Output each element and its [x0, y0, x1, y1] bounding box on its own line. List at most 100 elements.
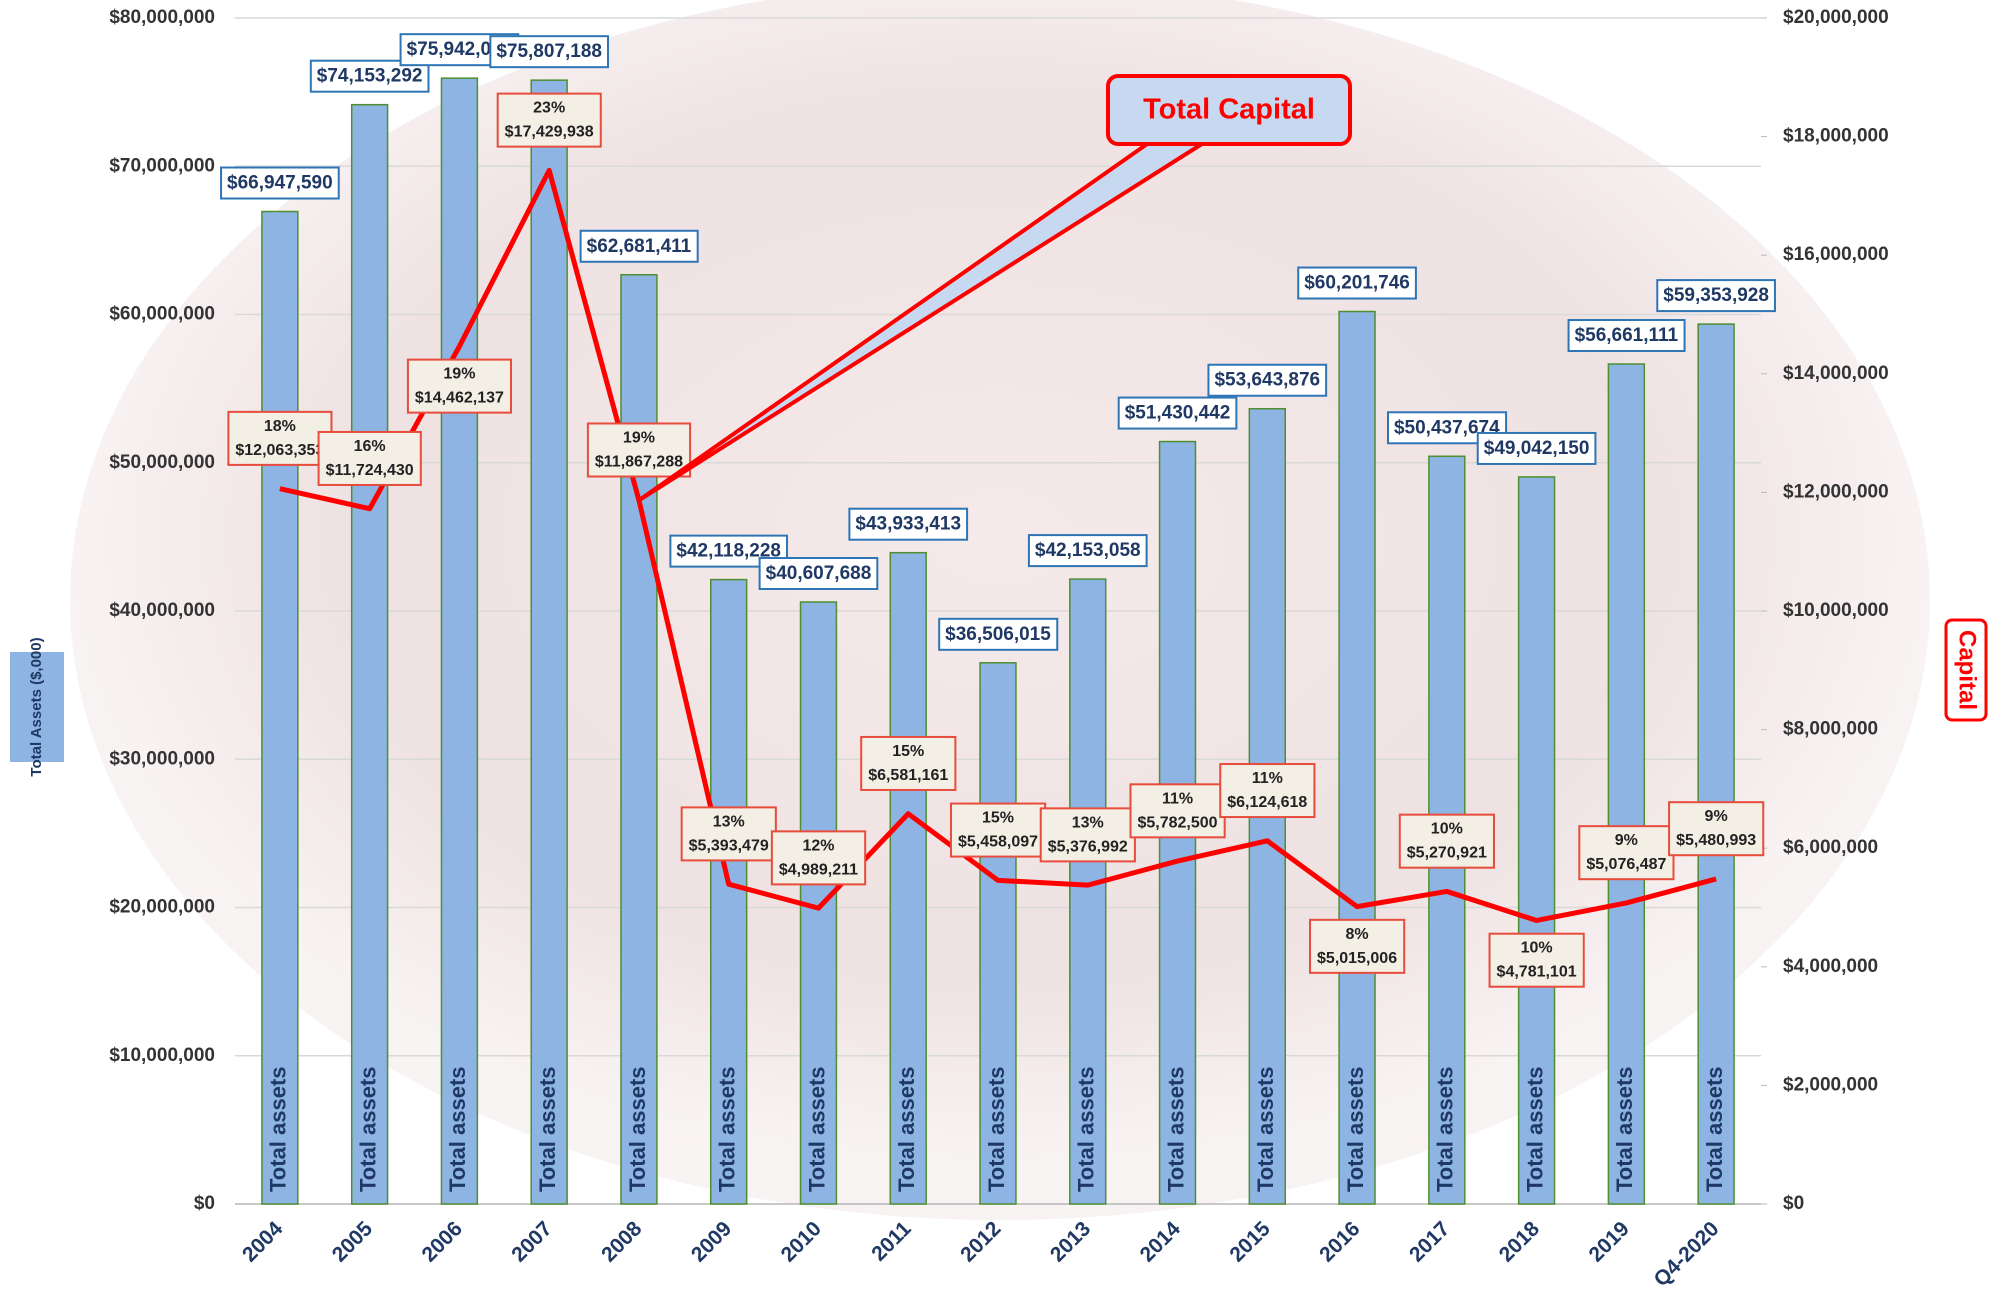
bar-value-label: $53,643,876 — [1214, 370, 1320, 391]
bar-value-label: $62,681,411 — [587, 236, 692, 257]
callout-text: Total Capital — [1143, 94, 1315, 126]
x-tick-label: 2010 — [777, 1217, 826, 1266]
x-tick-label: 2008 — [597, 1217, 647, 1267]
capital-percent-label: 23% — [533, 100, 565, 117]
y2-tick-label: $10,000,000 — [1783, 600, 1889, 621]
bar-series-label: Total assets — [894, 1066, 919, 1192]
capital-percent-label: 10% — [1521, 940, 1553, 957]
chart: Total Assets ($,000) Capital $0 $10,000,0… — [0, 0, 1994, 1311]
x-tick-label: 2012 — [956, 1217, 1005, 1266]
bar-series-label: Total assets — [1163, 1066, 1188, 1192]
capital-percent-label: 19% — [443, 366, 475, 383]
bar-series-label: Total assets — [804, 1066, 829, 1192]
capital-percent-label: 12% — [802, 837, 834, 854]
capital-value-label: $4,989,211 — [779, 861, 858, 878]
x-tick-label: 2019 — [1585, 1217, 1634, 1266]
x-tick-label: 2014 — [1136, 1217, 1186, 1267]
bar-series-label: Total assets — [1702, 1066, 1727, 1192]
y2-tick-label: $16,000,000 — [1783, 244, 1889, 265]
bar-series-label: Total assets — [445, 1066, 470, 1192]
bar-value-label: $36,506,015 — [945, 624, 1051, 645]
bar — [531, 80, 567, 1204]
y-tick-label: $60,000,000 — [109, 304, 215, 325]
y2-tick-label: $6,000,000 — [1783, 837, 1878, 858]
bar — [352, 105, 388, 1204]
capital-percent-label: 8% — [1345, 926, 1368, 943]
y-tick-label: $40,000,000 — [109, 600, 215, 621]
y-tick-label: $30,000,000 — [109, 748, 215, 769]
capital-value-label: $11,867,288 — [595, 453, 683, 470]
capital-percent-label: 16% — [354, 438, 386, 455]
y2-tick-label: $14,000,000 — [1783, 363, 1889, 384]
x-tick-label: 2013 — [1046, 1217, 1095, 1266]
bar-value-label: $43,933,413 — [855, 514, 961, 535]
bar-series-label: Total assets — [266, 1066, 291, 1192]
x-tick-label: Q4-2020 — [1650, 1217, 1724, 1291]
bar-series-label: Total assets — [1253, 1066, 1278, 1192]
bar-series-label: Total assets — [1074, 1066, 1099, 1192]
capital-percent-label: 11% — [1252, 770, 1283, 787]
capital-value-label: $5,076,487 — [1586, 856, 1666, 873]
capital-value-label: $6,581,161 — [868, 767, 948, 784]
x-tick-label: 2017 — [1405, 1217, 1454, 1266]
y2-axis-title: Capital — [1946, 620, 1986, 720]
capital-percent-label: 10% — [1431, 821, 1463, 838]
bar-value-label: $56,661,111 — [1575, 325, 1679, 346]
capital-value-label: $14,462,137 — [415, 390, 504, 407]
bar-series-label: Total assets — [625, 1066, 650, 1192]
capital-value-label: $5,393,479 — [689, 837, 769, 854]
y-tick-label: $0 — [194, 1193, 215, 1214]
bar-value-label: $60,201,746 — [1304, 273, 1410, 294]
bar-series-label: Total assets — [535, 1066, 560, 1192]
bar-series-label: Total assets — [1612, 1066, 1637, 1192]
y2-axis-title-text: Capital — [1954, 630, 1981, 710]
bar-series-label: Total assets — [984, 1066, 1009, 1192]
y2-tick-label: $20,000,000 — [1783, 7, 1889, 28]
bar-value-label: $51,430,442 — [1125, 403, 1231, 424]
bar-series-label: Total assets — [1343, 1066, 1368, 1192]
y-tick-label: $80,000,000 — [109, 7, 215, 28]
bar-value-label: $49,042,150 — [1484, 438, 1590, 459]
y-tick-label: $50,000,000 — [109, 452, 215, 473]
y2-tick-label: $0 — [1783, 1193, 1804, 1214]
capital-percent-label: 18% — [264, 418, 296, 435]
x-tick-label: 2011 — [867, 1217, 916, 1266]
bar-series-label: Total assets — [1522, 1066, 1547, 1192]
bar-series-label: Total assets — [355, 1066, 380, 1192]
bar-value-label: $42,153,058 — [1035, 540, 1141, 561]
y-axis-title: Total Assets ($,000) — [10, 637, 64, 776]
capital-value-label: $11,724,430 — [326, 462, 414, 479]
x-tick-label: 2005 — [328, 1217, 378, 1267]
capital-percent-label: 13% — [1072, 814, 1104, 831]
capital-value-label: $5,376,992 — [1048, 838, 1128, 855]
x-tick-label: 2016 — [1315, 1217, 1364, 1266]
capital-value-label: $5,015,006 — [1317, 950, 1397, 967]
capital-percent-label: 15% — [982, 810, 1014, 827]
y-tick-label: $10,000,000 — [109, 1045, 215, 1066]
capital-percent-label: 9% — [1615, 832, 1638, 849]
x-tick-label: 2004 — [238, 1217, 288, 1267]
y2-tick-label: $4,000,000 — [1783, 956, 1878, 977]
capital-percent-label: 15% — [892, 743, 924, 760]
bar-value-label: $74,153,292 — [317, 66, 423, 87]
y-tick-label: $70,000,000 — [109, 155, 215, 176]
bar — [441, 78, 477, 1204]
x-tick-label: 2015 — [1225, 1217, 1275, 1267]
capital-value-label: $6,124,618 — [1227, 794, 1307, 811]
capital-value-label: $5,480,993 — [1676, 832, 1756, 849]
y-axis-title-text: Total Assets ($,000) — [28, 637, 45, 776]
x-tick-label: 2018 — [1495, 1217, 1545, 1267]
y2-tick-label: $18,000,000 — [1783, 126, 1889, 147]
bar-value-label: $59,353,928 — [1663, 285, 1769, 306]
bar-value-label: $40,607,688 — [766, 563, 872, 584]
bar — [262, 212, 298, 1204]
x-tick-label: 2009 — [687, 1217, 736, 1266]
capital-percent-label: 9% — [1705, 808, 1728, 825]
capital-value-label: $17,429,938 — [505, 124, 594, 141]
y2-tick-label: $2,000,000 — [1783, 1074, 1878, 1095]
y2-tick-label: $8,000,000 — [1783, 719, 1878, 740]
bar-series-label: Total assets — [1433, 1066, 1458, 1192]
bar-series-label: Total assets — [715, 1066, 740, 1192]
bar — [621, 275, 657, 1204]
capital-value-label: $5,458,097 — [958, 834, 1038, 851]
